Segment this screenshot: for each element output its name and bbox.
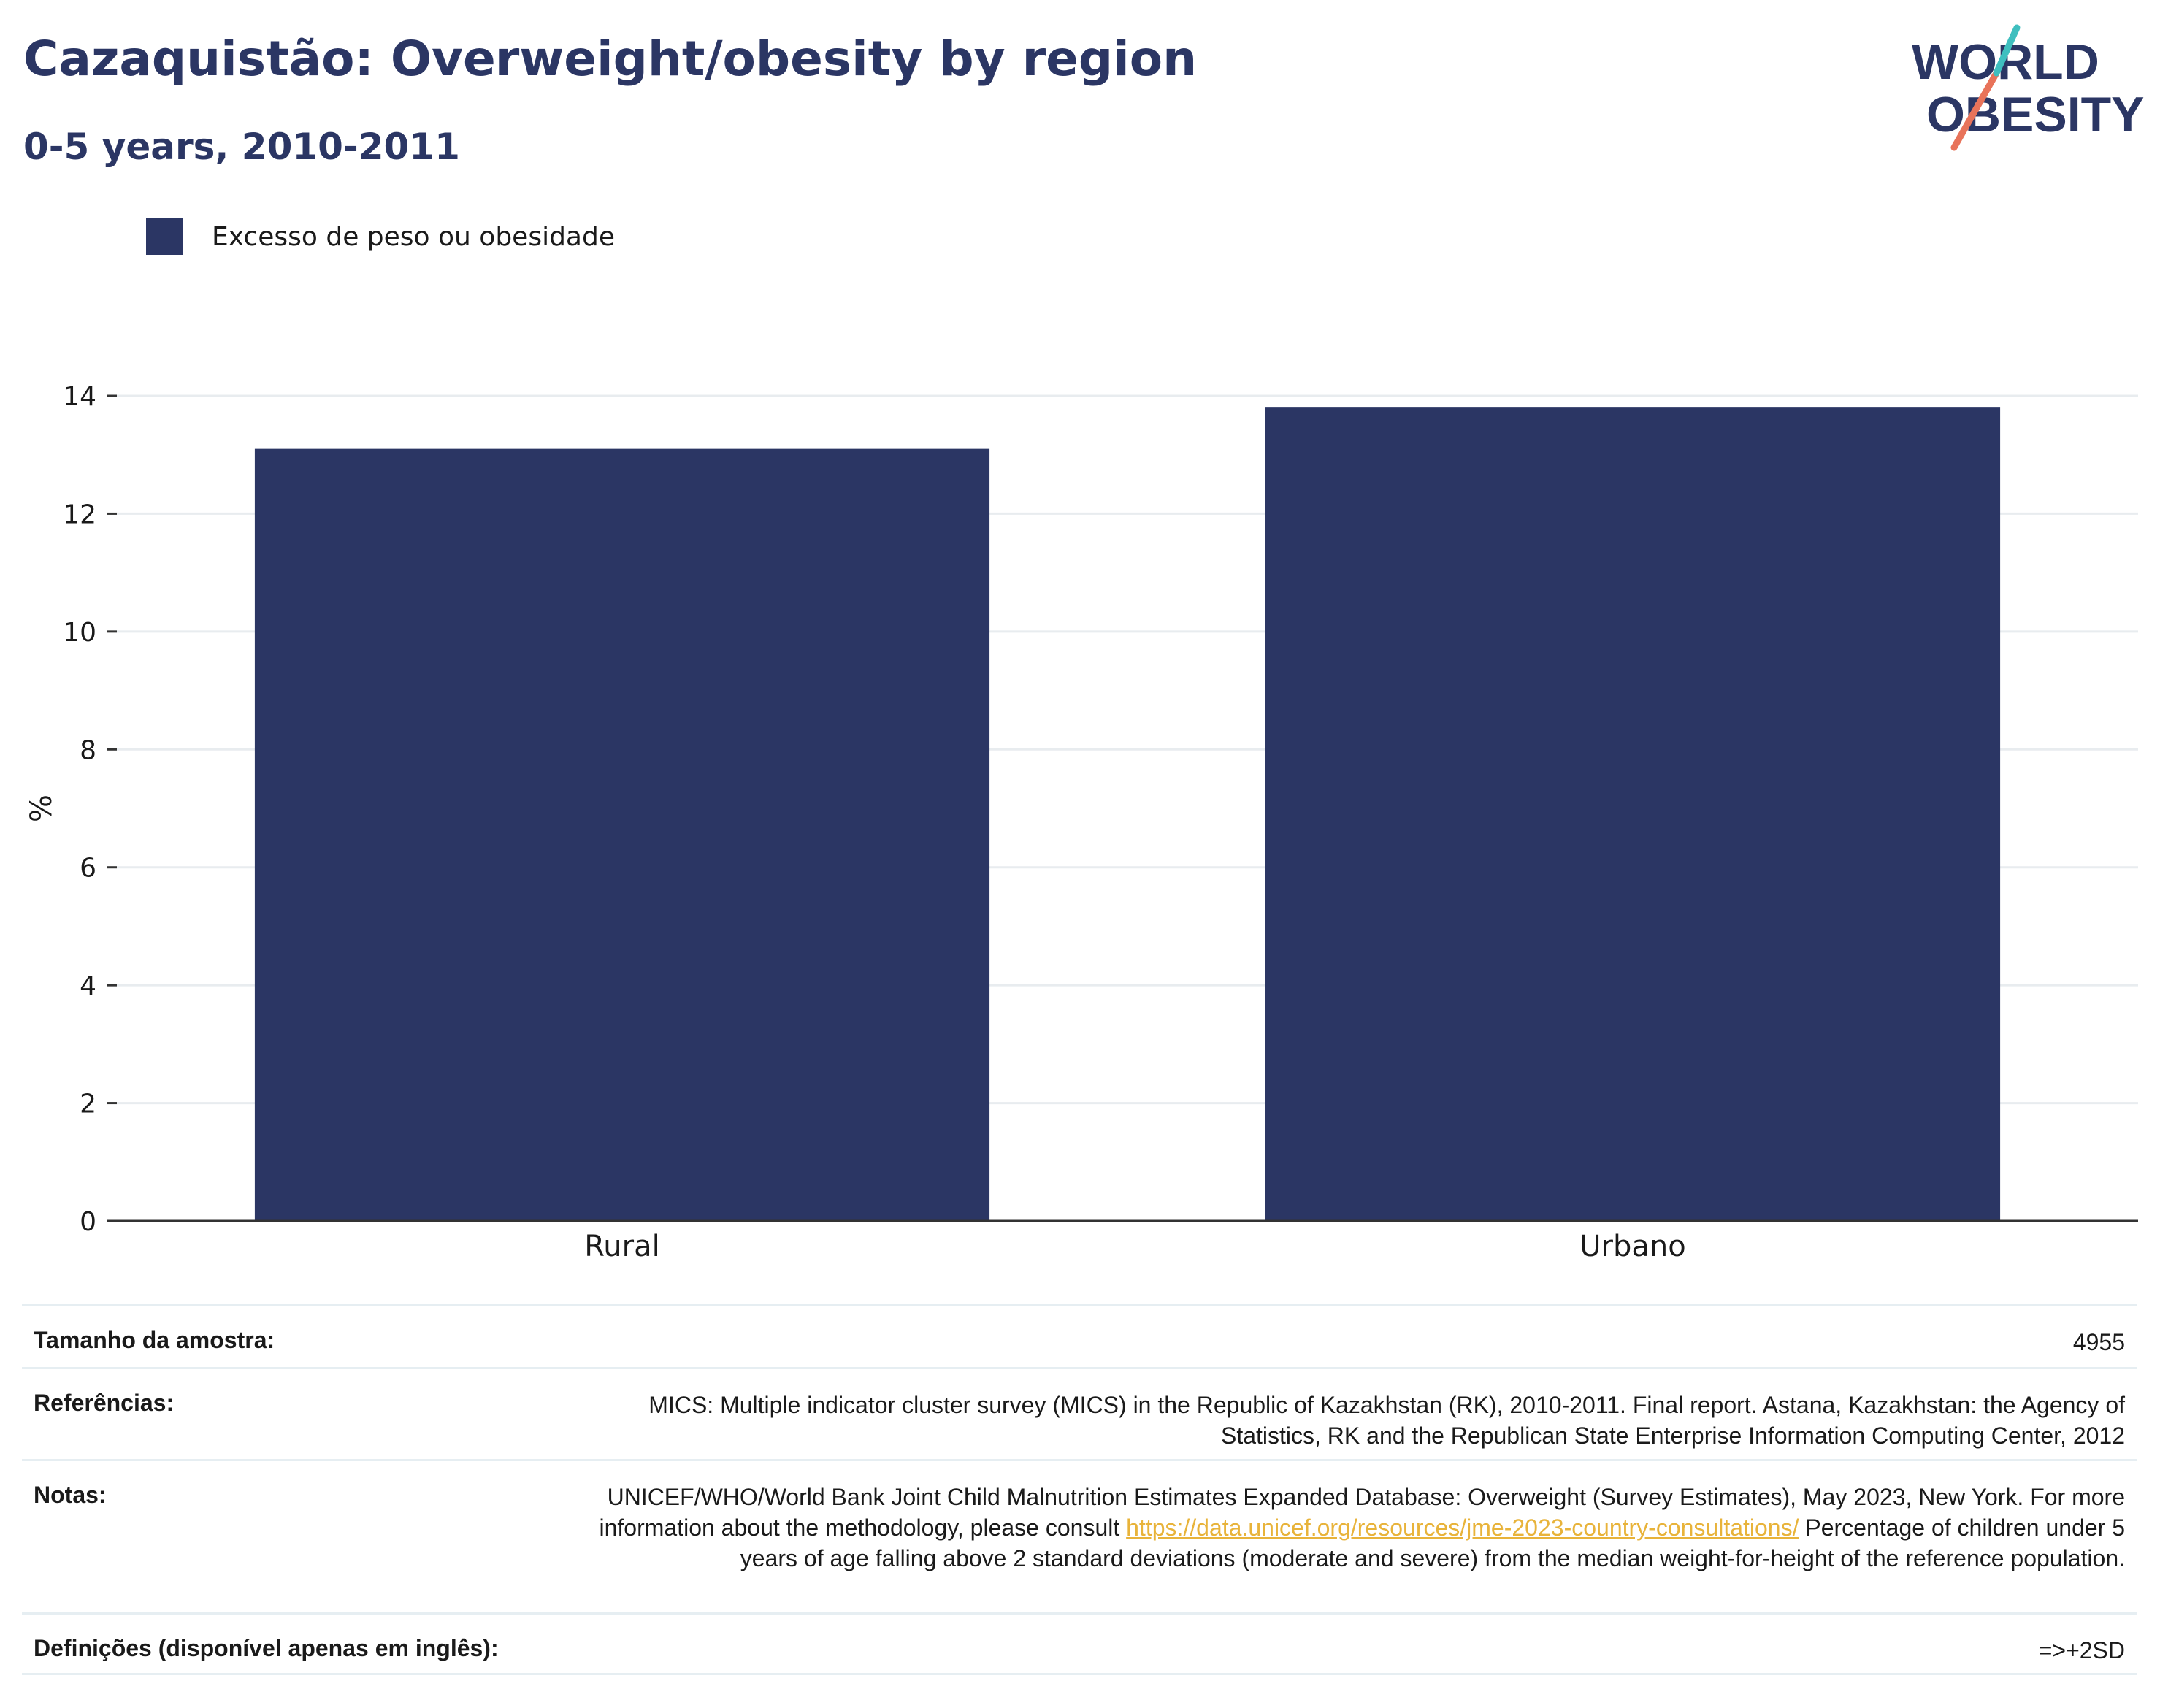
- chart-legend: Excesso de peso ou obesidade: [146, 216, 615, 257]
- page-title: Cazaquistão: Overweight/obesity by regio…: [23, 31, 1198, 87]
- bar-urbano: [1265, 407, 2001, 1223]
- notes-value: UNICEF/WHO/World Bank Joint Child Malnut…: [591, 1482, 2125, 1574]
- references-row: Referências: MICS: Multiple indicator cl…: [22, 1367, 2137, 1459]
- y-tick-label: 14: [63, 382, 96, 412]
- definitions-value: =>+2SD: [2038, 1637, 2125, 1663]
- y-tick-label: 4: [80, 971, 96, 1001]
- y-tick-label: 10: [63, 618, 96, 648]
- legend-label: Excesso de peso ou obesidade: [212, 221, 615, 252]
- page-subtitle: 0-5 years, 2010-2011: [23, 126, 460, 168]
- logo-slash-coral: [1950, 69, 2000, 151]
- logo-slash-teal: [1993, 24, 2021, 77]
- y-tick-label: 8: [80, 735, 96, 765]
- world-obesity-logo: WORLD OBESITY: [1912, 24, 2145, 151]
- y-axis-label: %: [25, 794, 58, 822]
- references-label: Referências:: [34, 1390, 175, 1416]
- notes-label: Notas:: [34, 1482, 107, 1508]
- notes-row: Notas: UNICEF/WHO/World Bank Joint Child…: [22, 1459, 2137, 1612]
- notes-text-2: Percentage of children under 5 years of …: [740, 1514, 2125, 1571]
- sample-size-row: Tamanho da amostra: 4955: [22, 1304, 2137, 1367]
- bar-chart: 0 2 4 6 8 10 12 14% Rural Urbano: [25, 382, 2138, 1263]
- logo-word-1: WORLD: [1912, 34, 2099, 90]
- bar-rural: [254, 448, 990, 1223]
- notes-link[interactable]: https://data.unicef.org/resources/jme-20…: [1126, 1514, 1799, 1541]
- references-value: MICS: Multiple indicator cluster survey …: [648, 1392, 2125, 1449]
- info-table: Tamanho da amostra: 4955 Referências: MI…: [22, 1304, 2137, 1675]
- definitions-label: Definições (disponível apenas em inglês)…: [34, 1635, 499, 1661]
- y-tick-label: 2: [80, 1089, 96, 1119]
- y-tick-label: 12: [63, 499, 96, 529]
- legend-swatch: [146, 218, 183, 255]
- sample-size-value: 4955: [2072, 1329, 2125, 1355]
- sample-size-label: Tamanho da amostra:: [34, 1327, 275, 1353]
- x-tick-label: Rural: [584, 1230, 659, 1263]
- x-tick-label: Urbano: [1579, 1230, 1685, 1263]
- y-tick-label: 6: [80, 854, 96, 884]
- y-tick-label: 0: [80, 1207, 96, 1237]
- definitions-row: Definições (disponível apenas em inglês)…: [22, 1612, 2137, 1675]
- notes-text-1: UNICEF/WHO/World Bank Joint Child Malnut…: [599, 1484, 2125, 1541]
